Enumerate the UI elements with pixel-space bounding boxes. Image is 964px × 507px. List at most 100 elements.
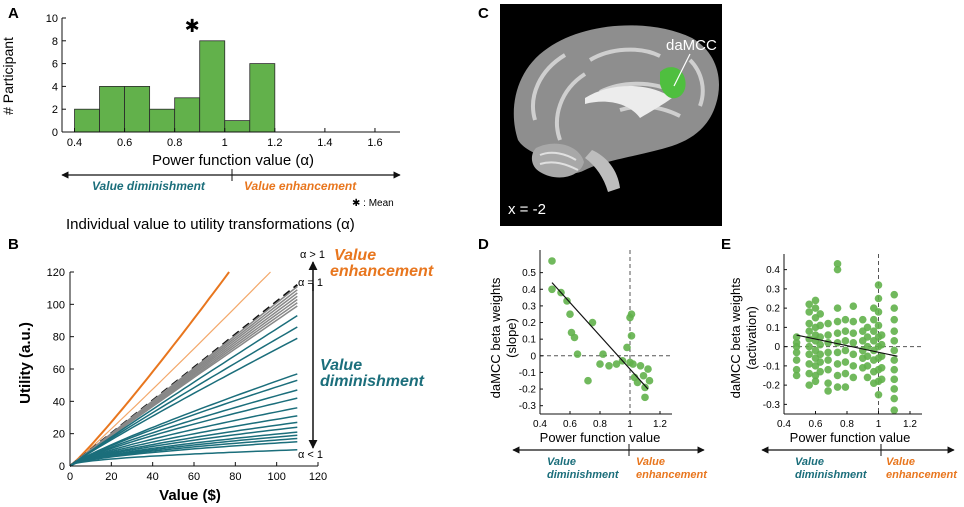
utility-x-tick-label: 40 <box>147 471 159 483</box>
activation-point <box>792 348 801 357</box>
slope-reference-lines <box>540 250 672 414</box>
histogram-x-tick-label: 1.6 <box>367 137 382 149</box>
activation-point <box>874 390 883 399</box>
activation-point <box>858 315 867 324</box>
activation-point <box>805 369 813 378</box>
activation-point <box>849 338 858 347</box>
activation-point <box>849 329 858 337</box>
panel-e-scatter: -0.3 -0.2 -0.1 0 0.1 0.2 0.3 0.4 0.4 0.6 0.8 1 1.2 d… <box>728 254 958 481</box>
slope-point <box>639 371 648 380</box>
activation-point <box>890 385 899 393</box>
activation-point <box>863 342 872 351</box>
slope-x-tick-label: 0.8 <box>593 419 607 430</box>
histogram-y-tick-label: 8 <box>52 36 58 48</box>
activation-point <box>805 350 813 359</box>
activation-point <box>816 350 825 359</box>
activation-point <box>805 319 813 328</box>
utility-y-tick-label: 40 <box>53 396 65 408</box>
slope-y-tick-label: 0.3 <box>522 301 536 312</box>
activation-point <box>849 373 858 382</box>
value-enhancement-word-1: Value <box>334 247 376 264</box>
activation-point <box>849 362 858 370</box>
activation-point <box>890 356 899 364</box>
activation-y-label-sub: (activation) <box>744 306 759 370</box>
value-diminishment-word-2: diminishment <box>320 373 425 390</box>
activation-point <box>833 348 842 357</box>
slope-point <box>548 257 556 265</box>
activation-x-tick-label: 0.4 <box>777 419 791 430</box>
panel-a-direction-arrow: Value diminishment Value enhancement ✱ :… <box>61 169 401 209</box>
utility-curve-diminishment <box>69 314 298 467</box>
slice-coordinate: x = -2 <box>508 201 546 218</box>
activation-point <box>792 342 801 351</box>
histogram-x-tick-label: 0.6 <box>117 137 132 149</box>
activation-point <box>805 342 813 351</box>
activation-point <box>841 337 850 345</box>
utility-curve-diminishment <box>69 421 298 467</box>
activation-point <box>833 304 842 312</box>
utility-axes: 0 20 40 60 80 100 120 0 20 40 60 80 100 120 <box>47 267 328 483</box>
slope-points <box>548 257 654 402</box>
activation-point <box>890 327 899 336</box>
utility-curve-enhancement <box>69 271 230 467</box>
slope-point <box>641 383 649 392</box>
panel-c-brain: daMCC x = -2 <box>500 4 722 226</box>
histogram-bar <box>199 40 226 133</box>
activation-point <box>863 333 872 341</box>
slope-point <box>588 318 597 327</box>
damcc-pointer <box>673 53 691 87</box>
utility-curves <box>69 271 298 467</box>
activation-point <box>833 329 842 337</box>
cerebellum <box>531 143 584 178</box>
section-title: Individual value to utility transformati… <box>66 216 355 233</box>
histogram-x-tick-label: 0.8 <box>167 137 182 149</box>
histogram-bar <box>99 86 125 133</box>
activation-x-tick-label: 1 <box>876 419 882 430</box>
utility-curve-diminishment <box>69 397 298 467</box>
histogram-y-label: # Participant <box>0 37 16 115</box>
histogram-x-tick-label: 1 <box>222 137 228 149</box>
activation-axes: -0.3 -0.2 -0.1 0 0.1 0.2 0.3 0.4 0.4 0.6 0.8 1 1.2 <box>763 254 922 430</box>
slope-point <box>570 333 579 342</box>
activation-point <box>816 333 825 341</box>
activation-regression-line <box>796 334 898 357</box>
activation-points <box>792 260 899 414</box>
utility-y-tick-label: 0 <box>59 461 65 473</box>
slope-y-tick-label: 0.4 <box>522 285 536 296</box>
histogram-y-tick-label: 6 <box>52 59 58 71</box>
slope-point <box>612 360 621 368</box>
activation-point <box>841 327 850 336</box>
activation-point <box>841 346 850 355</box>
cerebellum-folia <box>539 151 579 171</box>
histogram-x-label: Power function value (α) <box>152 152 314 169</box>
activation-point <box>849 350 858 359</box>
slope-point <box>548 285 556 294</box>
slope-point <box>596 360 604 368</box>
slope-y-tick-label: 0.5 <box>522 268 536 279</box>
activation-x-tick-label: 0.6 <box>809 419 823 430</box>
alpha-lt-1: α < 1 <box>298 449 323 461</box>
activation-point <box>833 317 842 326</box>
activation-diminishment-word: diminishment <box>795 469 868 481</box>
activation-y-tick-label: 0 <box>774 342 780 353</box>
mean-legend: ✱ : Mean <box>352 198 394 209</box>
histogram-y-tick-label: 0 <box>52 127 58 139</box>
slope-x-tick-label: 0.6 <box>563 419 577 430</box>
slope-y-tick-label: 0.2 <box>522 318 536 329</box>
slope-point <box>629 360 637 368</box>
gyri-texture <box>531 47 705 141</box>
activation-point <box>874 321 883 330</box>
panel-letter-a: A <box>8 5 19 22</box>
slope-point <box>627 332 636 340</box>
activation-point <box>805 308 813 316</box>
activation-y-tick-label: 0.2 <box>766 304 780 315</box>
activation-point <box>824 379 832 388</box>
activation-point <box>877 364 886 372</box>
slope-y-tick-label: -0.3 <box>519 401 537 412</box>
activation-point <box>816 321 825 330</box>
activation-point <box>890 304 899 312</box>
activation-point <box>833 260 842 268</box>
activation-point <box>824 331 832 339</box>
utility-y-label: Utility (a.u.) <box>17 322 34 404</box>
